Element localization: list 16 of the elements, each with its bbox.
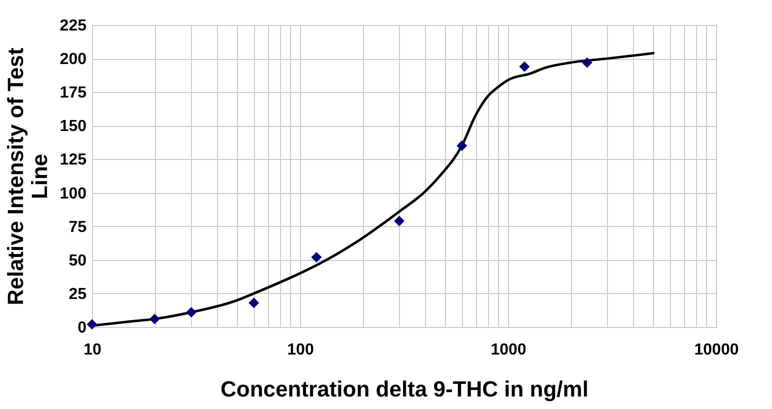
- y-tick-label: 125: [60, 152, 87, 169]
- x-tick-label: 1000: [490, 342, 526, 358]
- x-tick-label: 10: [84, 342, 102, 358]
- x-axis-title: Concentration delta 9-THC in ng/ml: [220, 376, 588, 402]
- y-tick-label: 100: [60, 185, 87, 202]
- x-tick-label: 100: [287, 342, 314, 358]
- y-tick-label: 175: [60, 84, 87, 102]
- y-tick-label: 225: [60, 18, 87, 34]
- y-tick-label: 50: [68, 252, 87, 270]
- y-tick-label: 150: [60, 118, 87, 136]
- y-tick-label: 200: [60, 51, 87, 68]
- y-axis-title: Relative Intensity of Test Line: [2, 47, 52, 306]
- y-tick-label: 25: [68, 286, 87, 303]
- y-tick-label: 0: [78, 320, 87, 336]
- x-tick-label: 10000: [694, 342, 739, 358]
- y-tick-label: 75: [68, 218, 87, 236]
